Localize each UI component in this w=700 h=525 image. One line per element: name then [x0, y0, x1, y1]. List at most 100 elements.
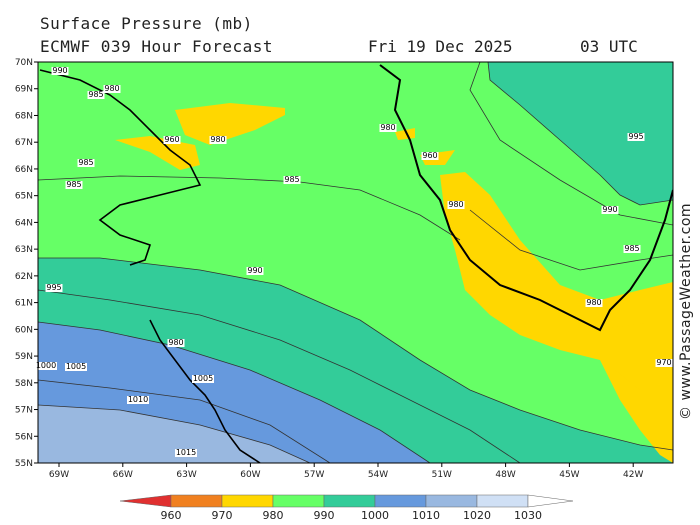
contour-label: 985 [284, 175, 299, 184]
colorbar-label: 970 [212, 509, 233, 522]
lat-tick-label: 64N [15, 218, 33, 228]
colorbar-segment [476, 494, 529, 508]
contour-label: 985 [66, 180, 81, 189]
colorbar-segment [170, 494, 223, 508]
colorbar-segment [374, 494, 427, 508]
lat-tick-label: 66N [15, 165, 33, 175]
contour-label-bg [585, 299, 603, 307]
lon-tick-label: 63W [176, 470, 196, 480]
contour-label: 995 [628, 132, 643, 141]
contour-label-bg [103, 85, 121, 93]
colorbar-segment [272, 494, 325, 508]
colorbar-label: 980 [263, 509, 284, 522]
lat-tick-label: 62N [15, 272, 33, 282]
colorbar-segment [323, 494, 376, 508]
lat-tick-label: 61N [15, 299, 33, 309]
lat-tick-label: 55N [15, 459, 33, 469]
contour-label-bg [246, 267, 264, 275]
site-watermark: © www.PassageWeather.com [678, 202, 694, 420]
contour-label-bg [283, 176, 301, 184]
contour-label-bg [601, 206, 619, 214]
colorbar-right-arrow [527, 494, 574, 508]
contour-label-bg [175, 449, 197, 457]
lat-tick-label: 58N [15, 379, 33, 389]
greenland-coast [379, 64, 673, 332]
contour-label-bg [447, 201, 465, 209]
lat-tick-label: 67N [15, 138, 33, 148]
colorbar-label: 1010 [412, 509, 440, 522]
lat-tick-label: 63N [15, 245, 33, 255]
contour-label: 990 [247, 266, 262, 275]
lon-tick-label: 42W [623, 470, 643, 480]
contour-label: 985 [624, 244, 639, 253]
lat-tick-label: 56N [15, 432, 33, 442]
lat-tick-label: 65N [15, 192, 33, 202]
pressure-colorbar: 960 970 980 990 1000 1010 1020 1030 [119, 494, 574, 522]
contour-label-bg [127, 396, 149, 404]
contour-label-bg [163, 136, 181, 144]
lat-tick-label: 70N [15, 58, 33, 68]
lat-tick-label: 60N [15, 325, 33, 335]
contour-label-bg [65, 181, 83, 189]
contour-label: 980 [210, 135, 225, 144]
contour-label: 1000 [36, 361, 56, 370]
colorbar-label: 1030 [514, 509, 542, 522]
pressure-low-small-2 [395, 128, 415, 140]
contour-label-bg [421, 152, 439, 160]
contour-label: 970 [656, 358, 671, 367]
lon-tick-label: 69W [49, 470, 69, 480]
contour-label: 980 [168, 338, 183, 347]
contour-label-bg [87, 91, 105, 99]
lon-tick-label: 60W [240, 470, 260, 480]
lon-tick-label: 54W [368, 470, 388, 480]
labrador-coast [149, 319, 261, 463]
contour-label: 980 [104, 84, 119, 93]
map-title: Surface Pressure (mb) [40, 14, 253, 33]
longitude-axis: 69W 66W 63W 60W 57W 54W 51W 48W 45W 42W [49, 463, 643, 480]
contour-label-bg [627, 133, 645, 141]
colorbar-label: 960 [161, 509, 182, 522]
latitude-axis: 70N 69N 68N 67N 66N 65N 64N 63N 62N 61N 60N 59N 58N 5… [15, 58, 38, 469]
lon-tick-label: 66W [113, 470, 133, 480]
contour-label: 995 [46, 283, 61, 292]
contour-label: 980 [586, 298, 601, 307]
model-forecast-line: ECMWF 039 Hour Forecast [40, 37, 274, 56]
contour-label: 980 [380, 123, 395, 132]
pressure-low-baffin-2 [115, 136, 200, 170]
isobars [38, 62, 673, 463]
lat-tick-label: 59N [15, 352, 33, 362]
valid-date: Fri 19 Dec 2025 [368, 37, 513, 56]
contour-label: 1015 [176, 448, 196, 457]
contour-label: 1010 [128, 395, 148, 404]
colorbar-segment [425, 494, 478, 508]
pressure-low-greenland [440, 172, 673, 463]
lon-tick-label: 51W [432, 470, 452, 480]
lat-tick-label: 68N [15, 111, 33, 121]
colorbar-left-arrow [119, 494, 172, 508]
contour-label: 985 [88, 90, 103, 99]
contour-label-bg [35, 362, 57, 370]
lat-tick-label: 57N [15, 406, 33, 416]
pressure-band-lightblue [38, 405, 310, 463]
contour-label-bg [379, 124, 397, 132]
contour-label: 1005 [66, 362, 86, 371]
contour-label: 980 [448, 200, 463, 209]
map-frame [37, 61, 674, 464]
contour-label-bg [192, 375, 214, 383]
lat-tick-label: 69N [15, 85, 33, 95]
contour-label-bg [623, 245, 641, 253]
contour-label-bg [77, 159, 95, 167]
valid-time: 03 UTC [580, 37, 638, 56]
pressure-low-inner [590, 320, 673, 400]
baffin-coast [39, 69, 202, 266]
contour-label: 960 [164, 135, 179, 144]
contour-label-bg [65, 363, 87, 371]
contour-label-bg [45, 284, 63, 292]
pressure-band-teal-ne [488, 62, 673, 205]
contour-label: 960 [422, 151, 437, 160]
map-area [38, 62, 673, 463]
contour-label: 990 [52, 66, 67, 75]
contour-label-bg [209, 136, 227, 144]
